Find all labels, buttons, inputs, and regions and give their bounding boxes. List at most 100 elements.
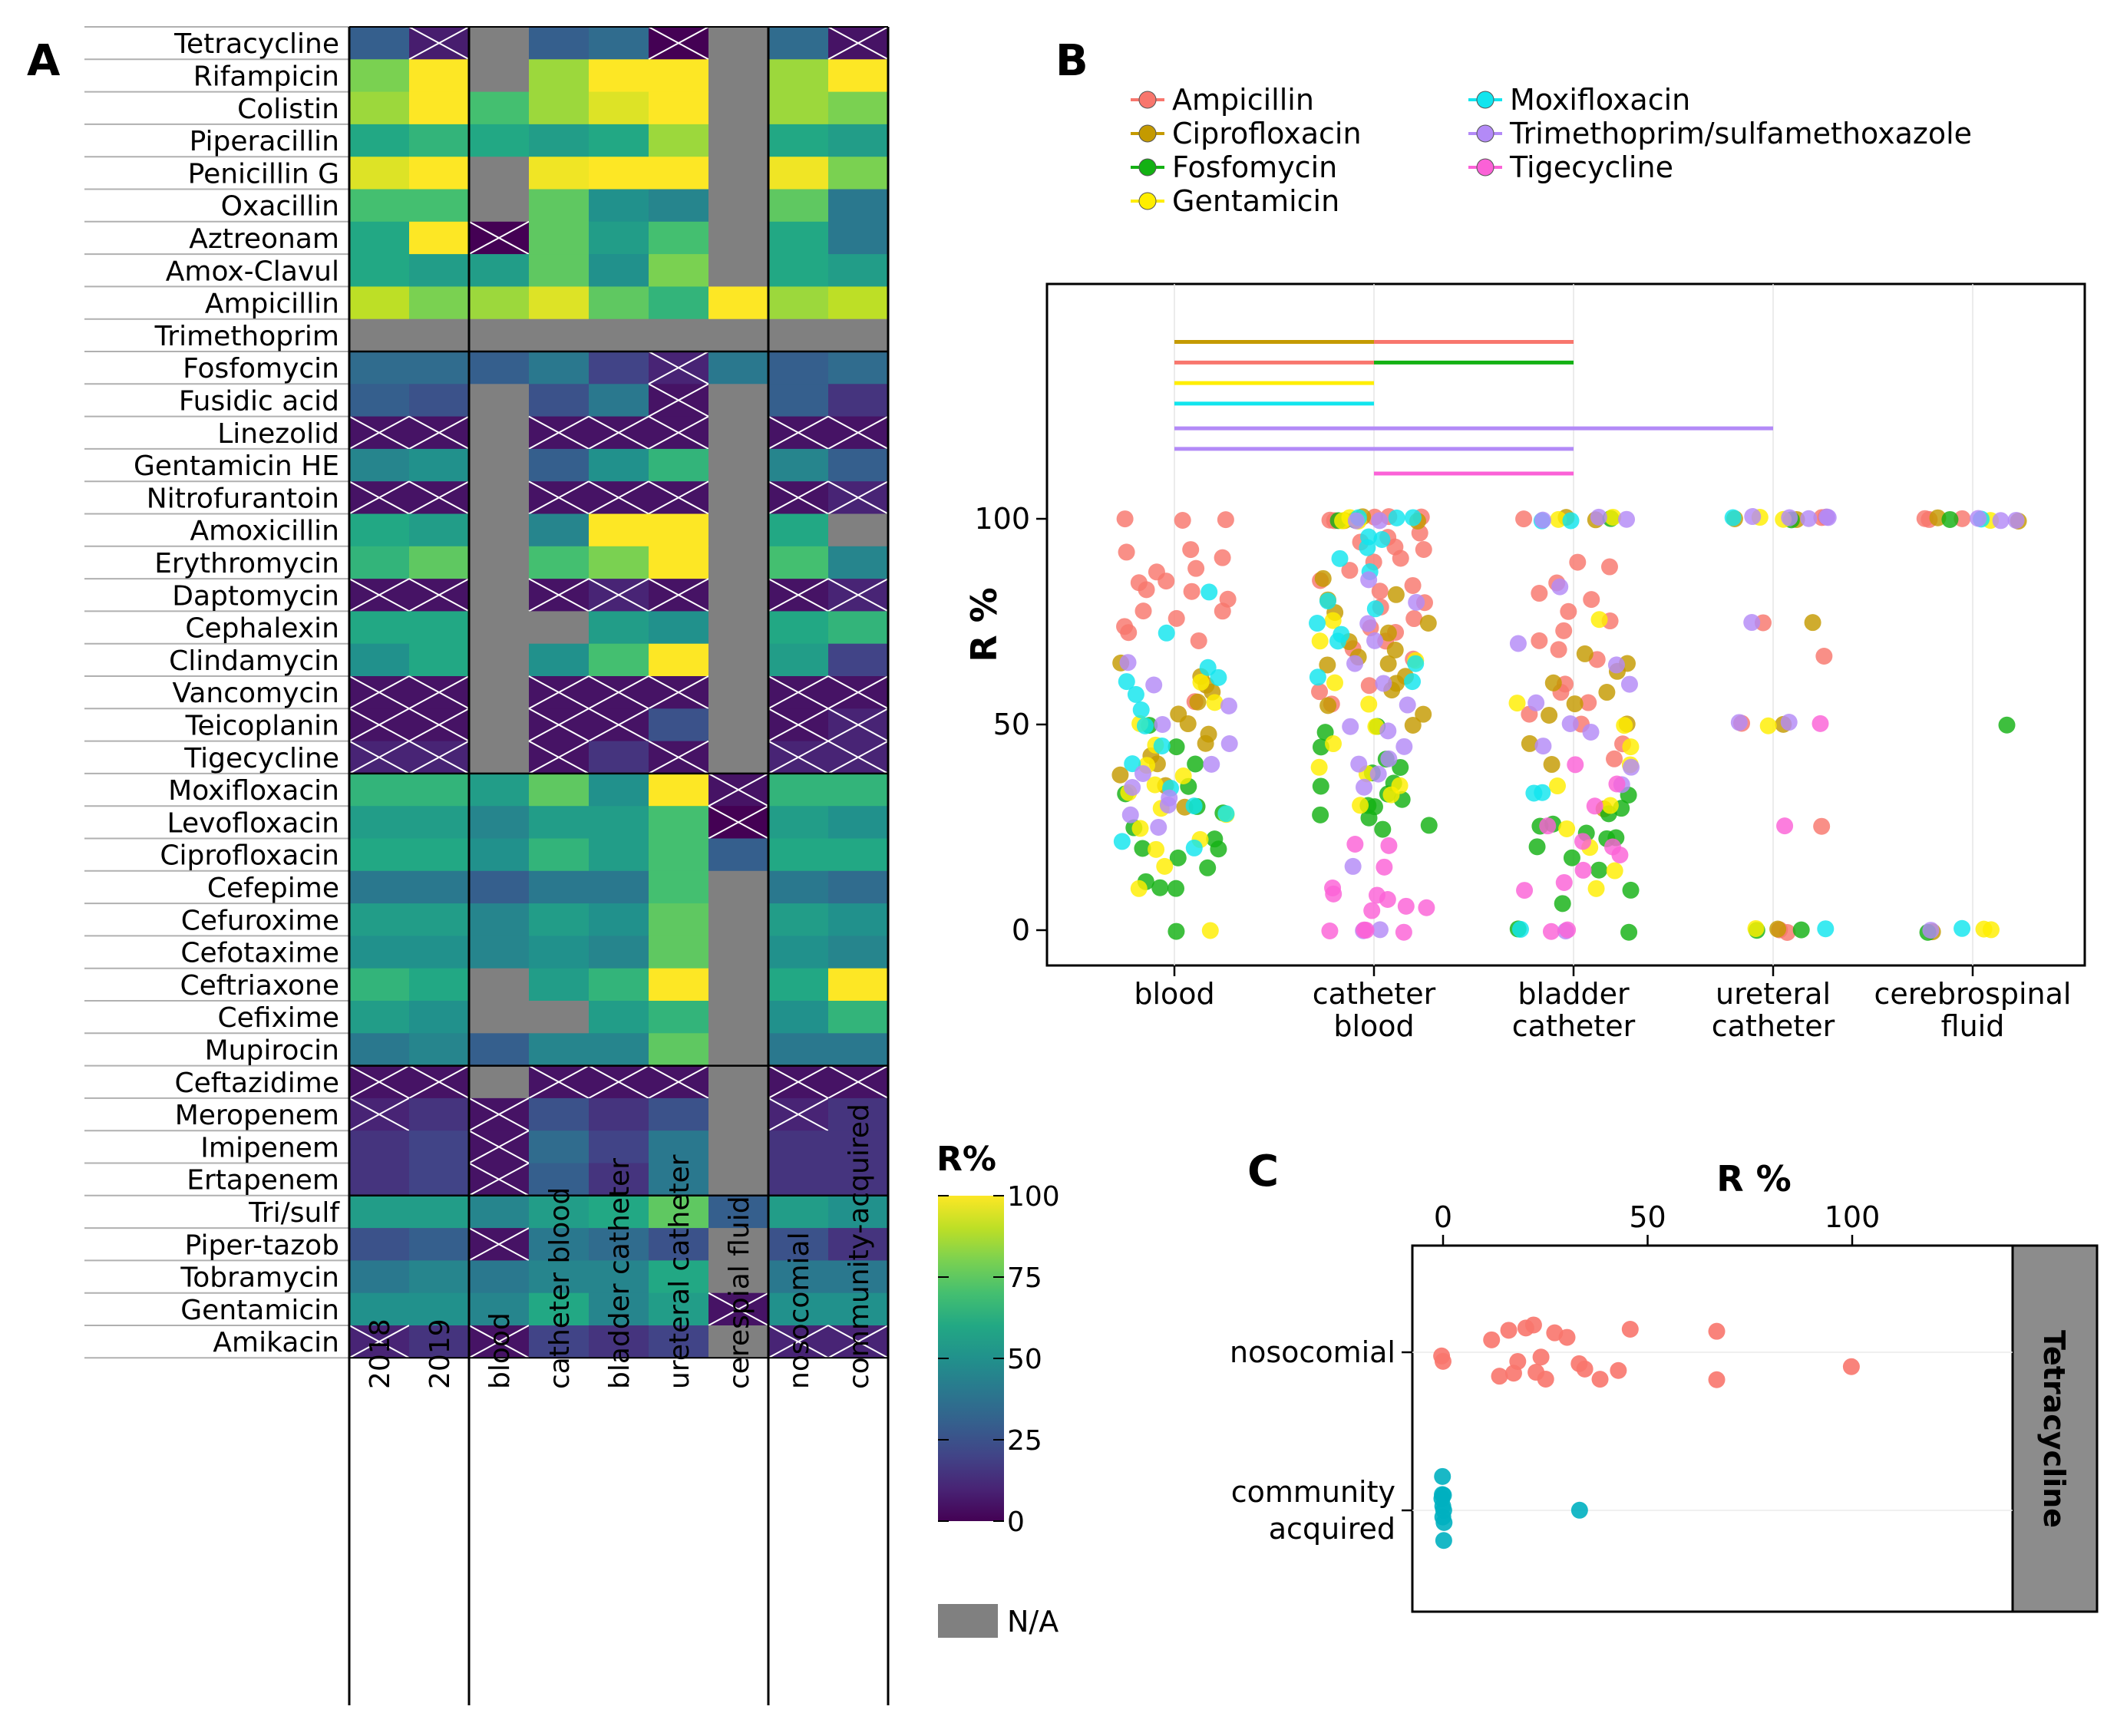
heatmap-cell — [768, 286, 829, 320]
colorbar-tick-label: 50 — [1007, 1344, 1042, 1375]
heatmap-cell — [349, 221, 410, 255]
panel-b-point — [1548, 777, 1566, 795]
heatmap-row-label: Ampicillin — [205, 289, 339, 320]
panel-b-point — [1201, 583, 1218, 601]
colorbar: R% 0 25 50 75 100 N/A — [936, 1140, 1060, 1639]
heatmap-cell — [349, 513, 410, 547]
panel-b-point — [1379, 722, 1397, 740]
panel-b-xtick-label: blood — [1333, 1009, 1414, 1043]
panel-b-point — [1586, 797, 1603, 815]
heatmap-cell — [828, 773, 889, 807]
heatmap-cell — [768, 124, 829, 157]
heatmap-row-label: Meropenem — [175, 1100, 339, 1131]
heatmap-cell-na — [708, 579, 769, 612]
heatmap-cell-na — [708, 903, 769, 936]
heatmap-cell — [349, 870, 410, 904]
heatmap-cell — [409, 1292, 470, 1326]
heatmap-cell — [409, 968, 470, 1002]
panel-b-point — [1116, 510, 1134, 528]
panel-b-point — [1169, 849, 1187, 866]
heatmap-cell — [469, 91, 530, 125]
panel-b-point — [1543, 756, 1561, 774]
heatmap-cell — [589, 1195, 649, 1229]
heatmap-cell — [349, 1260, 410, 1294]
panel-b-legend: AmpicillinCiprofloxacinFosfomycinGentami… — [1131, 83, 1972, 218]
heatmap-cell — [768, 838, 829, 872]
heatmap-cell — [828, 384, 889, 417]
panel-c-point — [1708, 1322, 1726, 1340]
heatmap-cell — [409, 1001, 470, 1034]
heatmap-row-label: Clindamycin — [169, 645, 339, 677]
heatmap-cell — [589, 91, 649, 125]
panel-b-point — [1815, 647, 1833, 665]
heatmap-cell — [828, 1195, 889, 1229]
panel-c-point — [1435, 1532, 1452, 1550]
heatmap-cell-cross — [468, 1130, 530, 1164]
panel-c-points — [1433, 1316, 1860, 1550]
heatmap-cell — [708, 286, 769, 320]
heatmap-cell — [409, 286, 470, 320]
heatmap-cell — [768, 1163, 829, 1196]
panel-b-point — [1916, 510, 1934, 527]
panel-b-point — [1620, 675, 1638, 693]
heatmap-cell — [768, 1001, 829, 1034]
heatmap-cell — [529, 838, 590, 872]
heatmap-cell — [649, 1195, 709, 1229]
heatmap-cell-cross — [827, 578, 889, 612]
panel-b-point — [1347, 512, 1365, 530]
panel-b-point — [1554, 895, 1571, 913]
panel-b-point — [1310, 758, 1328, 776]
heatmap-cell-na — [708, 741, 769, 774]
heatmap-cell — [768, 936, 829, 969]
heatmap-cell — [768, 91, 829, 125]
panel-b-point — [1151, 879, 1169, 896]
heatmap-cell-cross — [408, 1064, 470, 1099]
heatmap-cell-na — [649, 318, 709, 352]
heatmap-cell — [828, 91, 889, 125]
heatmap-row-label: Gentamicin — [180, 1295, 339, 1326]
heatmap-cell — [529, 286, 590, 320]
panel-b-ytick-label: 50 — [993, 708, 1030, 741]
heatmap-cell — [409, 1033, 470, 1067]
panel-b-point — [1134, 602, 1152, 620]
heatmap-cell-na — [708, 1325, 769, 1358]
heatmap-cell-cross — [827, 415, 889, 450]
heatmap-cell — [469, 1260, 530, 1294]
heatmap-cell-cross — [348, 578, 410, 612]
panel-b-point — [1311, 632, 1329, 650]
panel-b-point — [1134, 764, 1152, 782]
legend-entry: Ampicillin — [1172, 83, 1314, 117]
heatmap-cell — [768, 1130, 829, 1164]
panel-b-point — [1992, 512, 2010, 530]
heatmap-cell-na — [409, 318, 470, 352]
heatmap-column-label: bladder catheter — [604, 1158, 636, 1389]
panel-c-point — [1532, 1348, 1550, 1366]
heatmap-row-label: Levofloxacin — [167, 807, 339, 839]
panel-c-point — [1570, 1501, 1588, 1519]
heatmap-cell-cross — [528, 708, 590, 742]
heatmap-column-label: 2018 — [365, 1319, 396, 1389]
heatmap-cell — [409, 513, 470, 547]
panel-b-point — [1508, 695, 1526, 712]
heatmap-cell — [349, 611, 410, 645]
heatmap-cell-na — [469, 384, 530, 417]
panel-b-point — [1220, 697, 1237, 715]
panel-b-point — [1319, 697, 1337, 715]
heatmap-cell-na — [469, 513, 530, 547]
heatmap-cell — [529, 1163, 590, 1196]
panel-c-xtick-label: 50 — [1629, 1200, 1666, 1234]
panel-b-point — [1550, 641, 1567, 658]
heatmap-row-label: Piperacillin — [190, 126, 339, 157]
panel-b-point — [1387, 586, 1405, 603]
panel-b-point — [1379, 655, 1397, 672]
heatmap-cell — [649, 1130, 709, 1164]
heatmap-row-label: Daptomycin — [172, 580, 339, 612]
heatmap-cell — [649, 157, 709, 190]
heatmap-cell — [768, 1228, 829, 1261]
heatmap-cell — [529, 221, 590, 255]
heatmap-cell-cross — [648, 740, 709, 774]
heatmap-cell — [529, 1033, 590, 1067]
heatmap-cell — [828, 157, 889, 190]
heatmap-cell-cross — [827, 1325, 889, 1359]
